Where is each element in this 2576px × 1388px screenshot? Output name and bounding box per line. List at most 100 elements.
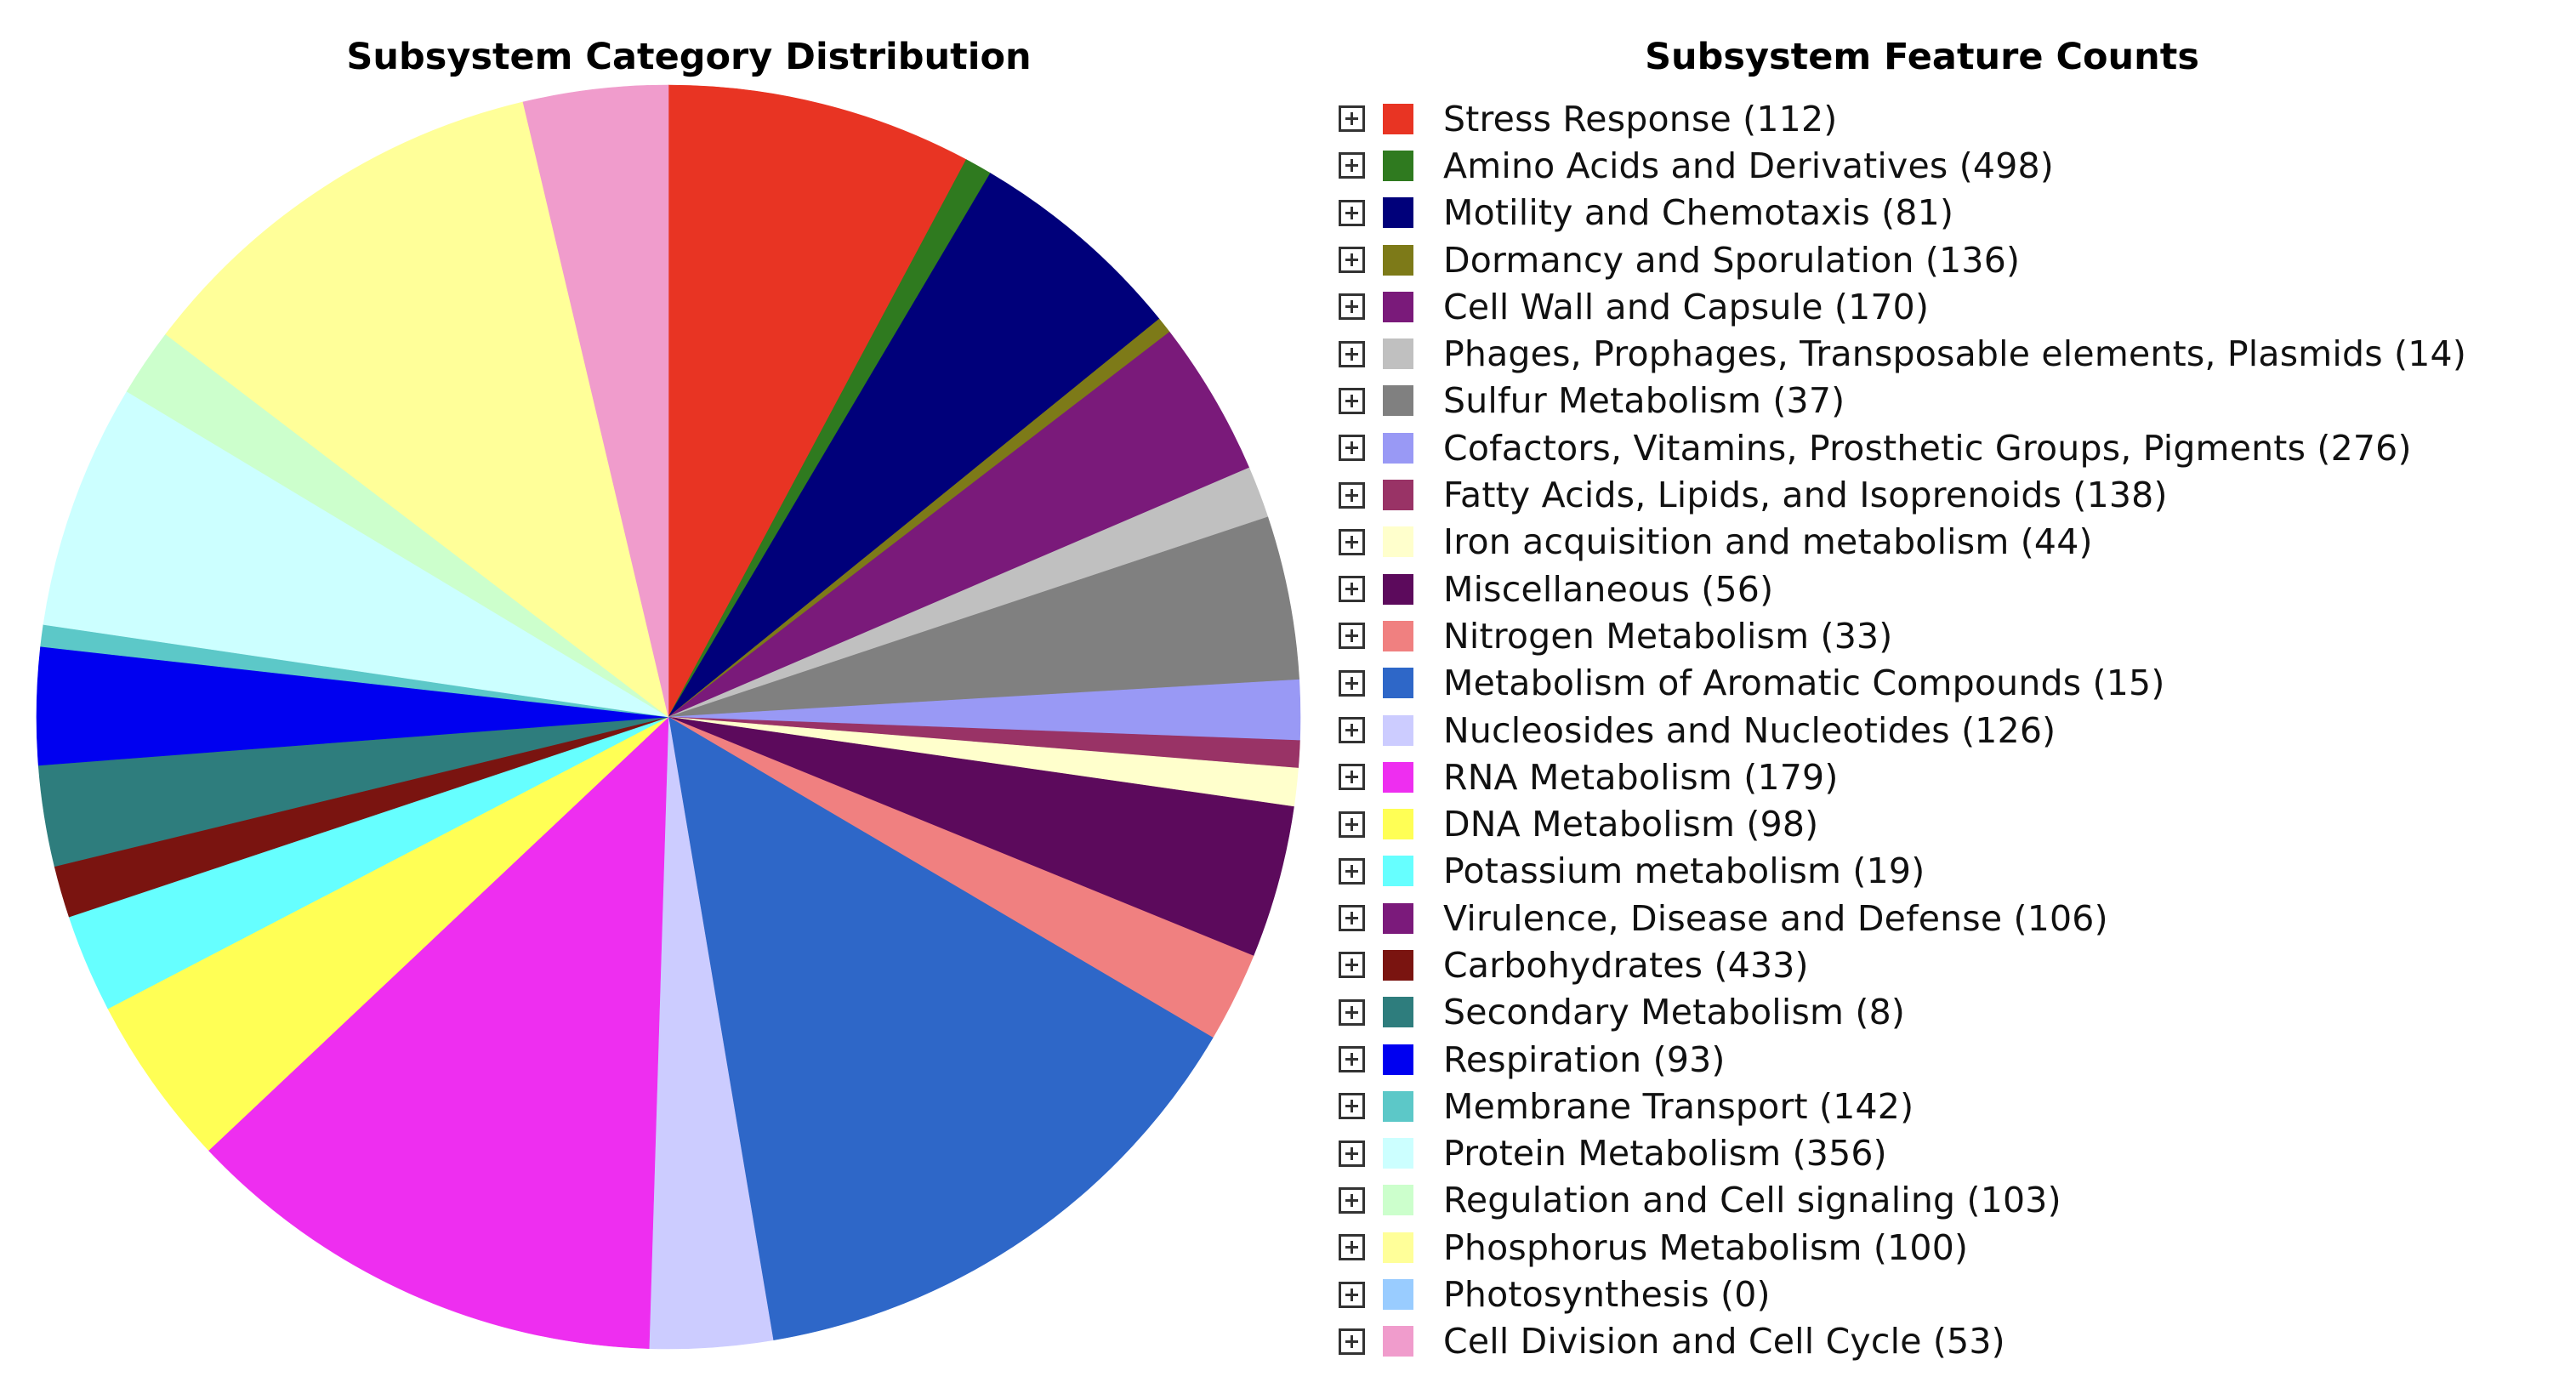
expand-plus-icon[interactable] <box>1339 669 1365 697</box>
expand-plus-icon[interactable] <box>1339 952 1365 979</box>
legend-item: Virulence, Disease and Defense (106) <box>1339 895 2466 941</box>
pie-slice-0 <box>668 84 967 718</box>
legend-label: Membrane Transport (142) <box>1443 1085 1914 1127</box>
expand-plus-icon[interactable] <box>1339 247 1365 274</box>
legend-label: Respiration (93) <box>1443 1038 1726 1080</box>
legend-item: RNA Metabolism (179) <box>1339 754 2466 800</box>
legend-category-count: 170 <box>1848 286 1915 327</box>
legend-swatch <box>1383 480 1413 511</box>
legend-category-count: 138 <box>2086 475 2154 516</box>
legend-swatch <box>1383 1232 1413 1263</box>
legend-category-name: Iron acquisition and metabolism <box>1443 521 2010 563</box>
legend-item: Metabolism of Aromatic Compounds (15) <box>1339 660 2466 707</box>
legend-label: RNA Metabolism (179) <box>1443 756 1839 798</box>
pie-slice-2 <box>668 173 1160 718</box>
legend-item: Nucleosides and Nucleotides (126) <box>1339 707 2466 754</box>
legend-category-count: 179 <box>1757 756 1825 798</box>
legend-item: Nitrogen Metabolism (33) <box>1339 612 2466 659</box>
expand-plus-icon[interactable] <box>1339 857 1365 885</box>
legend-label: Cell Division and Cell Cycle (53) <box>1443 1321 2005 1362</box>
expand-plus-icon[interactable] <box>1339 105 1365 133</box>
expand-plus-icon[interactable] <box>1339 293 1365 321</box>
legend-item: Phosphorus Metabolism (100) <box>1339 1224 2466 1271</box>
legend-item: Miscellaneous (56) <box>1339 566 2466 612</box>
legend: Stress Response (112) Amino Acids and Der… <box>1339 95 2466 1365</box>
legend-swatch <box>1383 761 1413 793</box>
legend-category-name: Carbohydrates <box>1443 944 1703 986</box>
legend-category-count: 276 <box>2330 427 2398 469</box>
expand-plus-icon[interactable] <box>1339 340 1365 367</box>
legend-category-name: Nucleosides and Nucleotides <box>1443 709 1950 751</box>
expand-plus-icon[interactable] <box>1339 435 1365 462</box>
expand-plus-icon[interactable] <box>1339 905 1365 932</box>
legend-category-count: 14 <box>2408 333 2453 375</box>
expand-plus-icon[interactable] <box>1339 576 1365 603</box>
legend-item: Respiration (93) <box>1339 1036 2466 1083</box>
legend-label: Secondary Metabolism (8) <box>1443 992 1906 1033</box>
legend-category-name: Metabolism of Aromatic Compounds <box>1443 663 2082 704</box>
expand-plus-icon[interactable] <box>1339 152 1365 179</box>
legend-label: Virulence, Disease and Defense (106) <box>1443 897 2108 939</box>
legend-swatch <box>1383 856 1413 887</box>
expand-plus-icon[interactable] <box>1339 998 1365 1026</box>
legend-label: Photosynthesis (0) <box>1443 1274 1771 1316</box>
legend-label: Phosphorus Metabolism (100) <box>1443 1226 1969 1268</box>
legend-category-name: Secondary Metabolism <box>1443 992 1845 1033</box>
expand-plus-icon[interactable] <box>1339 811 1365 838</box>
expand-plus-icon[interactable] <box>1339 481 1365 509</box>
legend-label: Fatty Acids, Lipids, and Isoprenoids (13… <box>1443 475 2168 516</box>
legend-item: Fatty Acids, Lipids, and Isoprenoids (13… <box>1339 471 2466 518</box>
legend-item: Regulation and Cell signaling (103) <box>1339 1177 2466 1224</box>
legend-category-count: 44 <box>2033 521 2079 563</box>
expand-plus-icon[interactable] <box>1339 528 1365 555</box>
legend-swatch <box>1383 103 1413 134</box>
pie-slice-15 <box>107 716 669 1152</box>
expand-plus-icon[interactable] <box>1339 1186 1365 1214</box>
legend-category-count: 433 <box>1727 944 1795 986</box>
expand-plus-icon[interactable] <box>1339 1328 1365 1355</box>
expand-plus-icon[interactable] <box>1339 199 1365 226</box>
legend-category-count: 8 <box>1868 992 1891 1033</box>
legend-label: Regulation and Cell signaling (103) <box>1443 1180 2061 1221</box>
legend-item: Amino Acids and Derivatives (498) <box>1339 142 2466 189</box>
chart-title: Subsystem Category Distribution <box>346 36 1032 78</box>
legend-category-count: 15 <box>2106 663 2152 704</box>
legend-category-count: 81 <box>1895 192 1940 234</box>
pie-slice-24 <box>522 84 669 718</box>
legend-swatch <box>1383 714 1413 746</box>
expand-plus-icon[interactable] <box>1339 1281 1365 1308</box>
expand-plus-icon[interactable] <box>1339 1093 1365 1120</box>
legend-swatch <box>1383 385 1413 417</box>
legend-category-name: Cell Division and Cell Cycle <box>1443 1321 1922 1362</box>
legend-item: Dormancy and Sporulation (136) <box>1339 236 2466 283</box>
legend-category-name: Potassium metabolism <box>1443 850 1842 892</box>
expand-plus-icon[interactable] <box>1339 623 1365 650</box>
expand-plus-icon[interactable] <box>1339 1140 1365 1167</box>
legend-category-count: 53 <box>1947 1321 1992 1362</box>
legend-category-count: 142 <box>1833 1085 1901 1127</box>
expand-plus-icon[interactable] <box>1339 1234 1365 1261</box>
legend-category-name: DNA Metabolism <box>1443 804 1736 845</box>
legend-category-count: 93 <box>1666 1038 1712 1080</box>
expand-plus-icon[interactable] <box>1339 717 1365 743</box>
expand-plus-icon[interactable] <box>1339 387 1365 414</box>
legend-label: Stress Response (112) <box>1443 98 1838 139</box>
legend-category-name: Protein Metabolism <box>1443 1133 1782 1175</box>
legend-item: Motility and Chemotaxis (81) <box>1339 190 2466 236</box>
legend-item: Stress Response (112) <box>1339 95 2466 142</box>
legend-category-count: 106 <box>2027 897 2095 939</box>
pie-slice-10 <box>668 716 1294 957</box>
legend-swatch <box>1383 197 1413 229</box>
legend-item: Cofactors, Vitamins, Prosthetic Groups, … <box>1339 424 2466 471</box>
legend-item: Membrane Transport (142) <box>1339 1083 2466 1129</box>
legend-category-name: Cofactors, Vitamins, Prosthetic Groups, … <box>1443 427 2306 469</box>
legend-category-count: 103 <box>1980 1180 2048 1221</box>
legend-category-name: Fatty Acids, Lipids, and Isoprenoids <box>1443 475 2062 516</box>
legend-category-name: Motility and Chemotaxis <box>1443 192 1870 234</box>
expand-plus-icon[interactable] <box>1339 764 1365 791</box>
legend-category-count: 19 <box>1866 850 1912 892</box>
expand-plus-icon[interactable] <box>1339 1046 1365 1073</box>
legend-category-name: Nitrogen Metabolism <box>1443 615 1810 657</box>
legend-label: Cofactors, Vitamins, Prosthetic Groups, … <box>1443 427 2412 469</box>
legend-label: Miscellaneous (56) <box>1443 568 1774 610</box>
